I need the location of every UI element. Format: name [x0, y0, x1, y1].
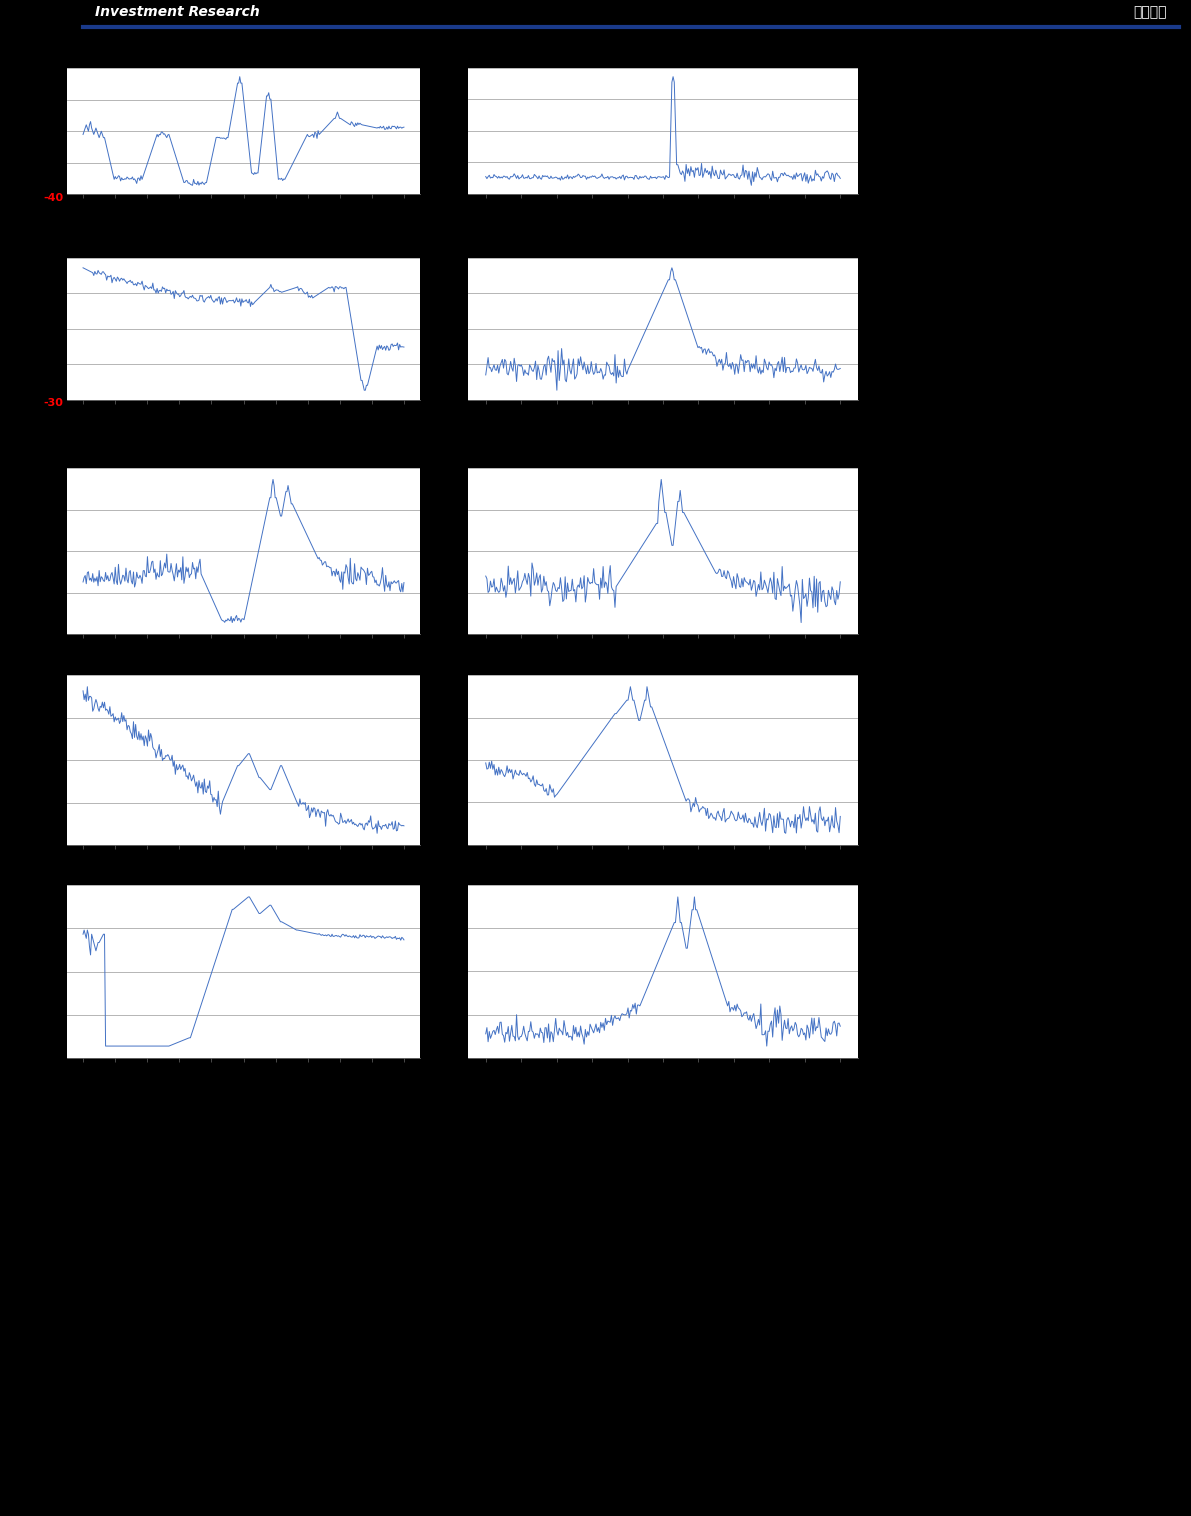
- Text: -30: -30: [43, 399, 63, 408]
- Text: 估値周报: 估値周报: [1134, 5, 1167, 20]
- Text: Investment Research: Investment Research: [95, 5, 260, 20]
- Text: -40: -40: [43, 193, 63, 203]
